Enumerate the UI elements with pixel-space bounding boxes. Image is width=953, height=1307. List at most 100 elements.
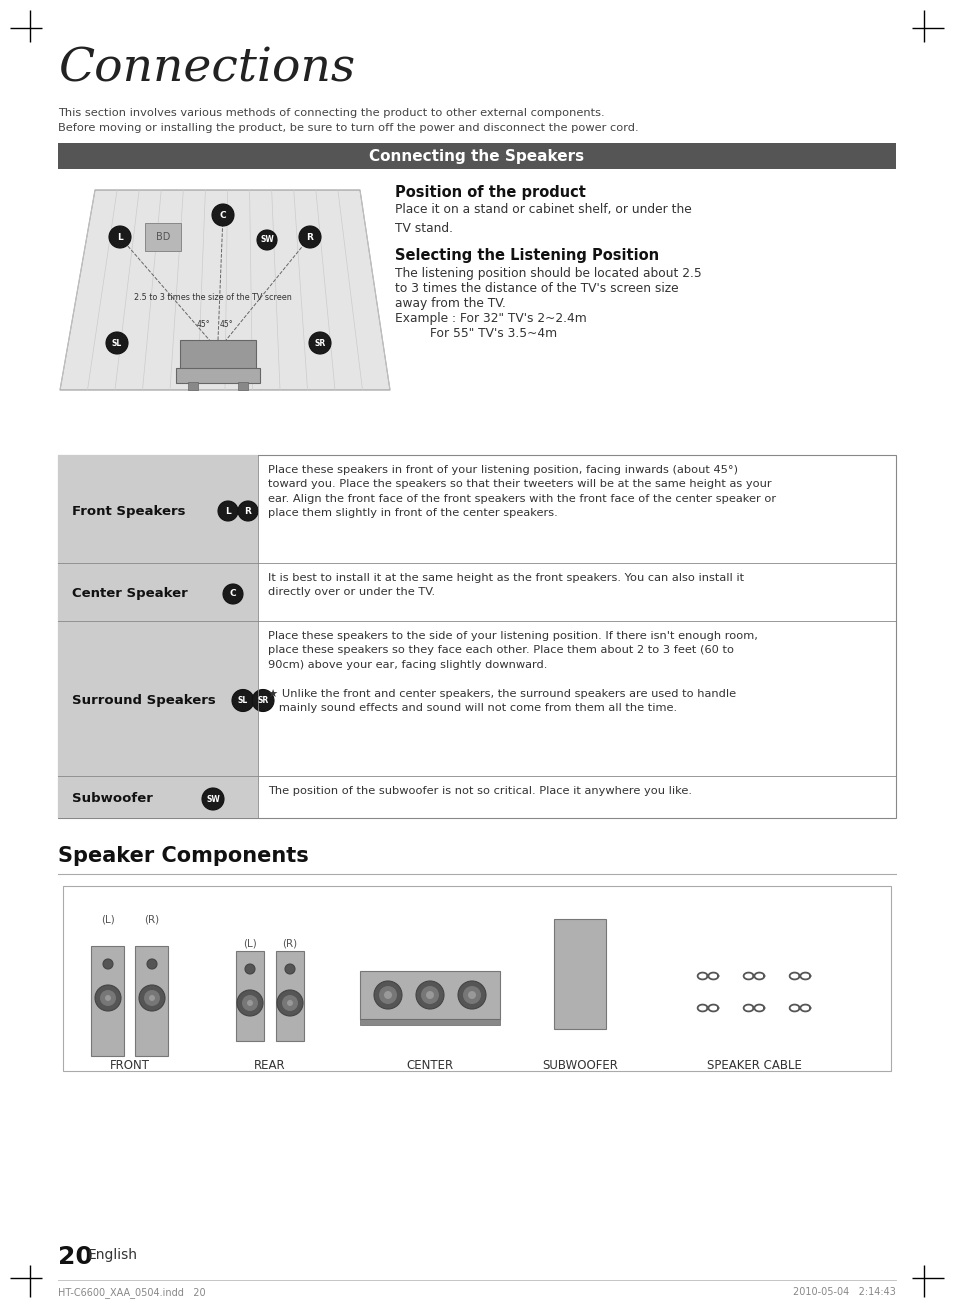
Text: R: R [306, 233, 314, 242]
Circle shape [287, 1000, 293, 1006]
Text: CENTER: CENTER [406, 1059, 453, 1072]
Text: It is best to install it at the same height as the front speakers. You can also : It is best to install it at the same hei… [268, 572, 743, 597]
Text: (R): (R) [144, 915, 159, 925]
Text: Place these speakers to the side of your listening position. If there isn't enou: Place these speakers to the side of your… [268, 631, 757, 714]
Text: R: R [244, 507, 252, 515]
Circle shape [95, 985, 121, 1012]
Circle shape [237, 501, 257, 521]
Text: HT-C6600_XAA_0504.indd   20: HT-C6600_XAA_0504.indd 20 [58, 1287, 206, 1298]
Bar [58, 455, 257, 563]
Text: The position of the subwoofer is not so critical. Place it anywhere you like.: The position of the subwoofer is not so … [268, 786, 691, 796]
Circle shape [276, 989, 303, 1016]
Bar [359, 1019, 499, 1025]
Text: Subwoofer: Subwoofer [71, 792, 152, 805]
Circle shape [242, 995, 257, 1012]
Circle shape [202, 788, 224, 810]
Polygon shape [60, 190, 390, 389]
Bar [237, 382, 248, 389]
Bar [58, 776, 257, 818]
Circle shape [100, 989, 116, 1006]
Text: 20: 20 [58, 1246, 92, 1269]
Bar [554, 919, 605, 1029]
Circle shape [374, 982, 401, 1009]
Bar [58, 621, 257, 776]
Text: SUBWOOFER: SUBWOOFER [541, 1059, 618, 1072]
Text: Selecting the Listening Position: Selecting the Listening Position [395, 248, 659, 263]
Circle shape [256, 230, 276, 250]
Bar [58, 142, 895, 169]
Text: Surround Speakers: Surround Speakers [71, 694, 215, 707]
Bar [359, 971, 499, 1019]
Circle shape [457, 982, 485, 1009]
Circle shape [212, 204, 233, 226]
Circle shape [232, 690, 253, 711]
Text: Before moving or installing the product, be sure to turn off the power and disco: Before moving or installing the product,… [58, 123, 638, 133]
Circle shape [252, 690, 274, 711]
Circle shape [416, 982, 443, 1009]
Circle shape [245, 965, 254, 974]
Circle shape [103, 959, 112, 968]
Circle shape [285, 965, 294, 974]
Text: away from the TV.: away from the TV. [395, 297, 505, 310]
Text: Speaker Components: Speaker Components [58, 846, 309, 867]
Circle shape [420, 985, 438, 1004]
Circle shape [109, 226, 131, 248]
Text: SW: SW [206, 795, 219, 804]
Circle shape [218, 501, 237, 521]
Bar [58, 455, 895, 818]
Text: SW: SW [260, 235, 274, 244]
Circle shape [149, 995, 154, 1001]
Text: SPEAKER CABLE: SPEAKER CABLE [706, 1059, 801, 1072]
Text: C: C [219, 210, 226, 220]
Text: SL: SL [237, 697, 248, 704]
Text: 45°: 45° [196, 320, 210, 329]
Bar [275, 951, 304, 1040]
Text: 45°: 45° [219, 320, 233, 329]
Circle shape [309, 332, 331, 354]
Circle shape [144, 989, 160, 1006]
Text: Place it on a stand or cabinet shelf, or under the
TV stand.: Place it on a stand or cabinet shelf, or… [395, 203, 691, 235]
Text: Position of the product: Position of the product [395, 186, 585, 200]
Bar [63, 886, 890, 1070]
Text: Example : For 32" TV's 2~2.4m: Example : For 32" TV's 2~2.4m [395, 312, 586, 325]
Text: 2.5 to 3 times the size of the TV screen: 2.5 to 3 times the size of the TV screen [134, 293, 292, 302]
Circle shape [384, 991, 392, 999]
Circle shape [147, 959, 157, 968]
Bar [58, 563, 257, 621]
Circle shape [462, 985, 480, 1004]
Circle shape [105, 995, 111, 1001]
Circle shape [298, 226, 320, 248]
Text: Center Speaker: Center Speaker [71, 588, 188, 600]
Bar [91, 946, 125, 1056]
Text: C: C [230, 589, 236, 599]
Circle shape [139, 985, 165, 1012]
Bar [175, 369, 260, 383]
Text: English: English [88, 1248, 138, 1263]
Text: Place these speakers in front of your listening position, facing inwards (about : Place these speakers in front of your li… [268, 465, 776, 518]
Text: L: L [225, 507, 231, 515]
Circle shape [236, 989, 263, 1016]
Text: This section involves various methods of connecting the product to other externa: This section involves various methods of… [58, 108, 604, 118]
Text: to 3 times the distance of the TV's screen size: to 3 times the distance of the TV's scre… [395, 282, 678, 295]
Circle shape [247, 1000, 253, 1006]
Circle shape [378, 985, 396, 1004]
Text: Connections: Connections [58, 47, 355, 91]
Bar [135, 946, 169, 1056]
Circle shape [282, 995, 297, 1012]
Text: BD: BD [155, 233, 170, 242]
Text: (L): (L) [243, 938, 256, 948]
Circle shape [468, 991, 476, 999]
Text: REAR: REAR [253, 1059, 286, 1072]
Circle shape [106, 332, 128, 354]
Text: Front Speakers: Front Speakers [71, 505, 185, 518]
Text: For 55" TV's 3.5~4m: For 55" TV's 3.5~4m [395, 327, 557, 340]
Text: SL: SL [112, 339, 122, 348]
Circle shape [223, 584, 243, 604]
Text: FRONT: FRONT [110, 1059, 150, 1072]
Bar [188, 382, 198, 389]
Text: 2010-05-04   2:14:43: 2010-05-04 2:14:43 [792, 1287, 895, 1297]
Text: SR: SR [257, 697, 269, 704]
Circle shape [426, 991, 434, 999]
Bar [145, 223, 181, 251]
Text: Connecting the Speakers: Connecting the Speakers [369, 149, 584, 163]
